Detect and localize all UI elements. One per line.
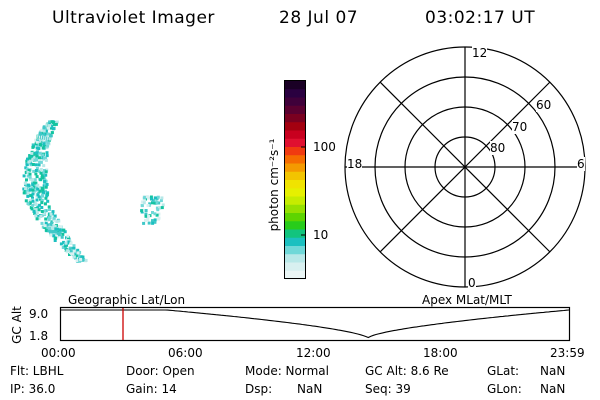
colorbar-cell xyxy=(285,130,306,140)
colorbar-cell xyxy=(285,89,306,98)
instrument-title: Ultraviolet Imager xyxy=(52,8,215,28)
gc-alt-info: GC Alt: 8.6 Re xyxy=(365,364,449,378)
glon-value: NaN xyxy=(540,382,566,396)
mlt-label-12: 12 xyxy=(472,46,488,60)
colorbar-cell xyxy=(285,122,306,131)
colorbar-cell xyxy=(285,204,306,214)
lat-label-60: 60 xyxy=(536,98,552,112)
glon-label: GLon: xyxy=(487,382,522,396)
dsp-value: NaN xyxy=(297,382,323,396)
timeline-xtick-1: 06:00 xyxy=(168,346,203,360)
mlt-label-0: 0 xyxy=(468,276,476,290)
colorbar-cell xyxy=(285,196,306,206)
lat-label-80: 80 xyxy=(490,141,506,155)
timeline-plot xyxy=(59,306,571,342)
colorbar-cell xyxy=(285,171,306,181)
colorbar-cell xyxy=(285,262,306,272)
ip-info: IP: 36.0 xyxy=(10,382,56,396)
colorbar-cell xyxy=(285,138,306,148)
timeline-ytick-bottom: 1.8 xyxy=(29,329,49,343)
colorbar-cell xyxy=(285,254,306,263)
gain-info: Gain: 14 xyxy=(126,382,177,396)
colorbar-cell xyxy=(285,246,306,255)
colorbar-cell xyxy=(285,105,306,115)
polar-grid xyxy=(344,46,586,288)
timeline-left-label: Geographic Lat/Lon xyxy=(68,293,186,307)
flt-info: Flt: LBHL xyxy=(10,364,64,378)
colorbar-cell xyxy=(285,163,306,173)
colorbar-tick-100: 100 xyxy=(313,140,336,154)
glat-label: GLat: xyxy=(487,364,520,378)
colorbar-cell xyxy=(285,229,306,239)
colorbar-cell xyxy=(285,237,306,247)
colorbar-cell xyxy=(285,270,306,280)
colorbar-cell xyxy=(285,155,306,164)
colorbar-cell xyxy=(285,81,306,90)
timeline-xtick-4: 23:59 xyxy=(550,346,585,360)
colorbar-cell xyxy=(285,180,306,189)
auroral-image xyxy=(22,120,165,263)
mode-info: Mode: Normal xyxy=(245,364,329,378)
mlt-label-18: 18 xyxy=(347,157,363,171)
timeline-ytick-top: 9.0 xyxy=(29,307,49,321)
colorbar-cell xyxy=(285,147,306,156)
timeline-xtick-0: 00:00 xyxy=(41,346,76,360)
time-label: 03:02:17 UT xyxy=(425,8,536,28)
timeline-right-label: Apex MLat/MLT xyxy=(422,293,512,307)
timeline-ylabel: GC Alt xyxy=(10,306,24,344)
colorbar-cell xyxy=(285,114,306,123)
date-label: 28 Jul 07 xyxy=(279,8,359,28)
color-bar xyxy=(284,80,306,280)
dsp-label: Dsp: xyxy=(245,382,273,396)
colorbar-cell xyxy=(285,188,306,197)
glat-value: NaN xyxy=(540,364,566,378)
timeline-xtick-3: 18:00 xyxy=(423,346,458,360)
mlt-label-6: 6 xyxy=(577,157,585,171)
colorbar-unit-label: photon cm⁻²s⁻¹ xyxy=(267,138,281,232)
colorbar-tick-10: 10 xyxy=(313,228,329,242)
timeline-xtick-2: 12:00 xyxy=(296,346,331,360)
seq-info: Seq: 39 xyxy=(365,382,411,396)
colorbar-cell xyxy=(285,97,306,107)
colorbar-cell xyxy=(285,213,306,222)
lat-label-70: 70 xyxy=(512,120,528,134)
door-info: Door: Open xyxy=(126,364,195,378)
colorbar-cell xyxy=(285,221,306,230)
